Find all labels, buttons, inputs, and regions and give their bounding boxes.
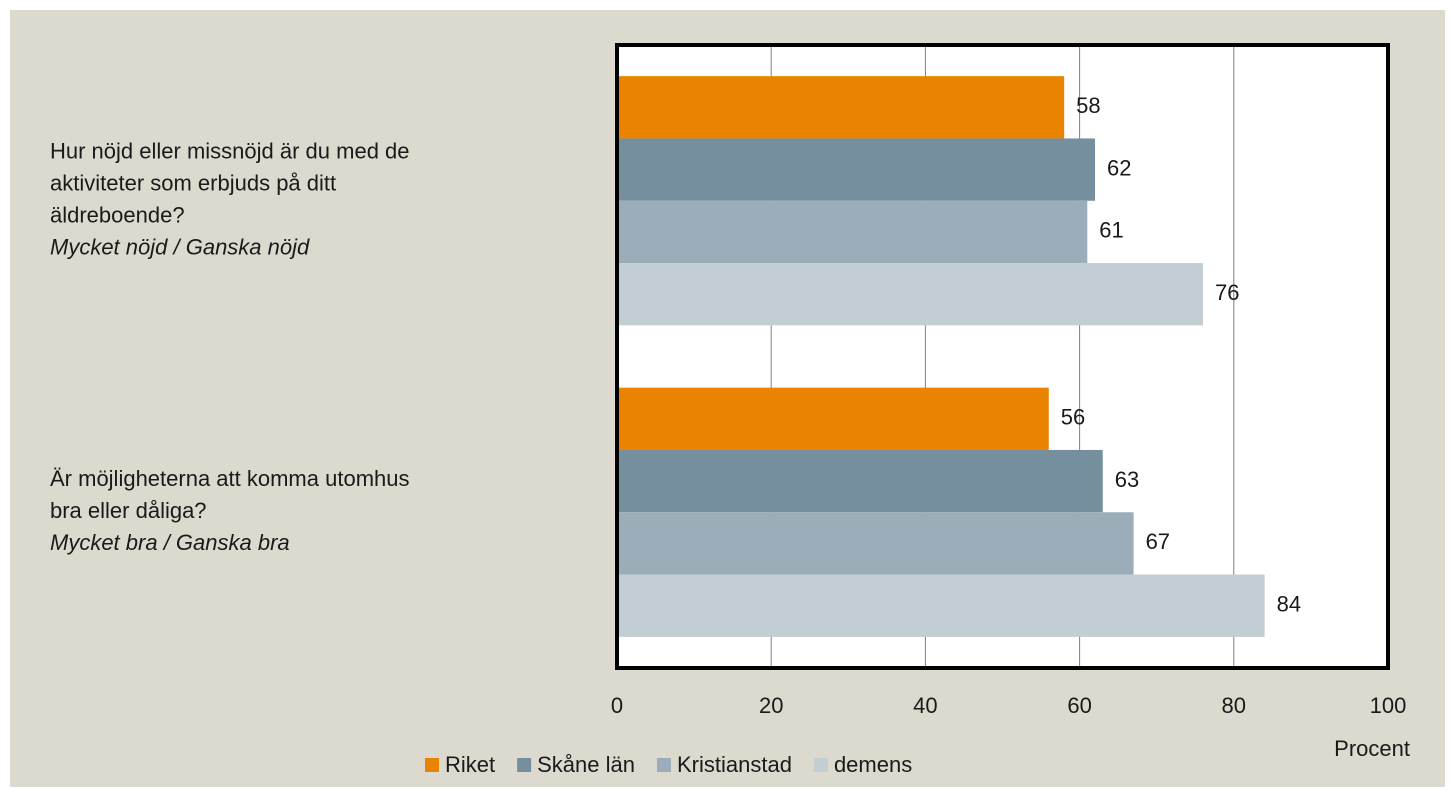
bar [617, 138, 1096, 201]
bar [617, 512, 1134, 575]
category-label: aktiviteter som erbjuds på ditt [50, 171, 336, 196]
bar [617, 449, 1103, 513]
bar [617, 574, 1265, 637]
x-tick-label: 20 [759, 693, 783, 718]
x-tick-label: 0 [611, 693, 623, 718]
x-tick-label: 60 [1067, 693, 1091, 718]
value-label: 58 [1076, 93, 1100, 118]
legend-label: demens [834, 752, 912, 777]
category-note: Mycket nöjd / Ganska nöjd [50, 235, 310, 260]
legend-label: Riket [445, 752, 495, 777]
plot-border [615, 43, 1390, 670]
bar [617, 263, 1203, 326]
category-label: Är möjligheterna att komma utomhus [50, 466, 410, 491]
legend-swatch [517, 758, 532, 772]
category-label: äldreboende? [50, 203, 185, 228]
legend-swatch [813, 758, 828, 772]
x-tick-label: 100 [1370, 693, 1407, 718]
legend-swatch [425, 758, 439, 772]
x-tick-label: 80 [1222, 693, 1246, 718]
category-note: Mycket bra / Ganska bra [50, 530, 290, 555]
value-label: 61 [1099, 218, 1123, 243]
value-label: 56 [1061, 405, 1085, 430]
value-label: 63 [1115, 467, 1139, 492]
legend-label: Skåne län [537, 752, 635, 777]
bar [617, 76, 1065, 139]
bar [617, 387, 1049, 450]
x-axis-label: Procent [1334, 736, 1410, 761]
x-tick-label: 40 [913, 693, 937, 718]
legend-label: Kristianstad [677, 752, 792, 777]
category-label: bra eller dåliga? [50, 498, 207, 523]
value-label: 67 [1146, 529, 1170, 554]
category-label: Hur nöjd eller missnöjd är du med de [50, 139, 410, 164]
value-label: 76 [1215, 280, 1239, 305]
value-label: 62 [1107, 155, 1131, 180]
legend-swatch [656, 758, 671, 772]
bar [617, 200, 1088, 264]
value-label: 84 [1277, 592, 1301, 617]
